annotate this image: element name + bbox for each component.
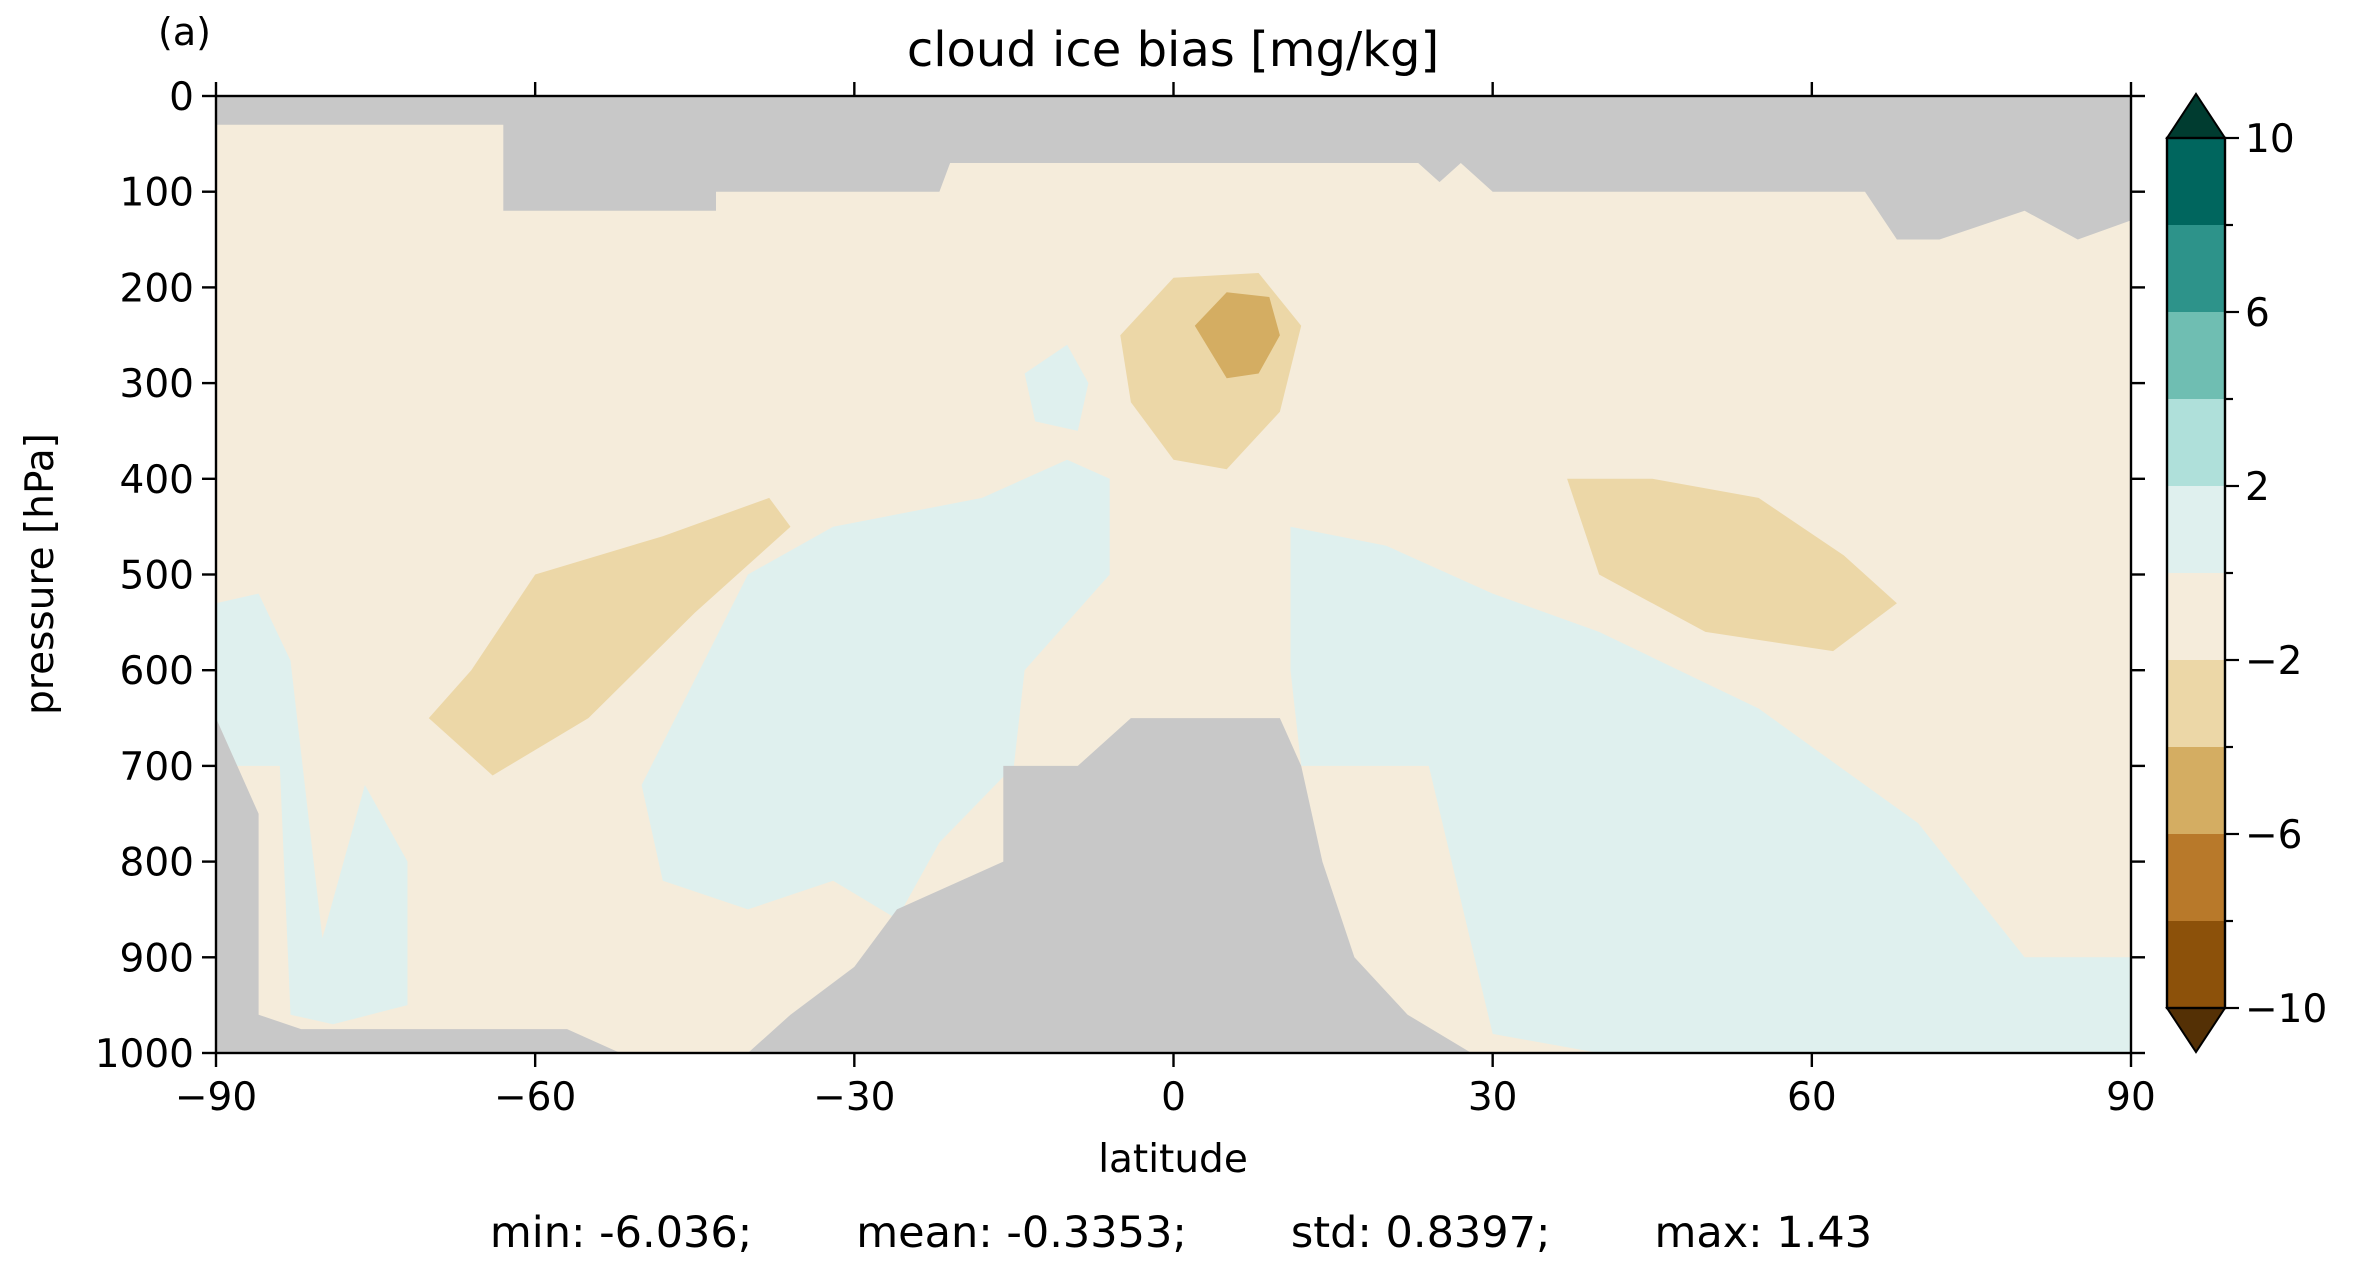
colorbar-tick-label: 6 (2245, 291, 2270, 336)
y-tick-label: 500 (120, 554, 194, 599)
colorbar-extend-under (2165, 1007, 2227, 1054)
y-axis-label: pressure [hPa] (18, 433, 63, 715)
y-tick-label: 100 (120, 171, 194, 216)
contour-region (1194, 292, 1280, 379)
x-axis-label: latitude (1098, 1137, 1248, 1182)
colorbar-segment (2167, 921, 2225, 1008)
missing-data-region (747, 718, 1472, 1053)
colorbar-segment (2167, 225, 2225, 312)
stat-std: std: 0.8397; (1290, 1208, 1551, 1258)
y-tick-label: 600 (120, 649, 194, 694)
plot-area (216, 96, 2131, 1053)
x-tick-label: 30 (1468, 1075, 1518, 1120)
x-tick-label: 0 (1161, 1075, 1186, 1120)
colorbar-segment (2167, 834, 2225, 921)
colorbar-segment (2167, 486, 2225, 573)
colorbar-segment (2167, 573, 2225, 660)
contour-region (216, 593, 408, 1025)
x-tick-label: −30 (813, 1075, 895, 1120)
x-tick-label: 90 (2106, 1075, 2156, 1120)
contour-regions (216, 124, 2131, 1053)
x-tick-label: −90 (175, 1075, 257, 1120)
contour-region (1290, 526, 2131, 1053)
missing-data-region (216, 718, 621, 1053)
colorbar-tick-label: −2 (2245, 639, 2303, 684)
contour-region (269, 124, 557, 240)
colorbar-extend-over (2165, 92, 2227, 139)
y-tick-label: 400 (120, 458, 194, 503)
y-tick-label: 1000 (95, 1032, 194, 1077)
colorbar-tick-label: 10 (2245, 117, 2295, 162)
x-axis: −90 −60 −30 0 30 60 90 (175, 82, 2156, 1120)
contour-region (1567, 478, 1897, 652)
summary-statistics: min: -6.036; mean: -0.3353; std: 0.8397; ma… (0, 1208, 2362, 1258)
colorbar-tick-label: −10 (2245, 987, 2327, 1032)
stat-min: min: -6.036; (489, 1208, 753, 1258)
colorbar-tick-label: −6 (2245, 813, 2303, 858)
missing-data-regions (216, 96, 2131, 1053)
chart-title: cloud ice bias [mg/kg] (907, 22, 1439, 78)
stat-mean: mean: -0.3353; (856, 1208, 1187, 1258)
colorbar: −10 −6 −2 2 6 10 (2165, 92, 2327, 1054)
x-tick-label: −60 (494, 1075, 576, 1120)
contour-region (1024, 344, 1089, 431)
y-tick-label: 200 (120, 266, 194, 311)
colorbar-segment (2167, 399, 2225, 486)
colorbar-segment (2167, 138, 2225, 225)
panel-label: (a) (158, 10, 211, 54)
contour-region (428, 497, 791, 776)
colorbar-segment (2167, 660, 2225, 747)
y-tick-label: 0 (169, 75, 194, 120)
stat-max: max: 1.43 (1654, 1208, 1873, 1258)
colorbar-segment (2167, 747, 2225, 834)
y-axis: 0 100 200 300 400 500 600 700 800 900 1000 (95, 75, 2145, 1077)
colorbar-tick-label: 2 (2245, 465, 2270, 510)
missing-data-region (216, 96, 2131, 240)
y-tick-label: 300 (120, 362, 194, 407)
colorbar-segment (2167, 312, 2225, 399)
y-tick-label: 900 (120, 936, 194, 981)
y-tick-label: 700 (120, 745, 194, 790)
y-tick-label: 800 (120, 841, 194, 886)
contour-region (641, 459, 1110, 919)
x-tick-label: 60 (1787, 1075, 1837, 1120)
